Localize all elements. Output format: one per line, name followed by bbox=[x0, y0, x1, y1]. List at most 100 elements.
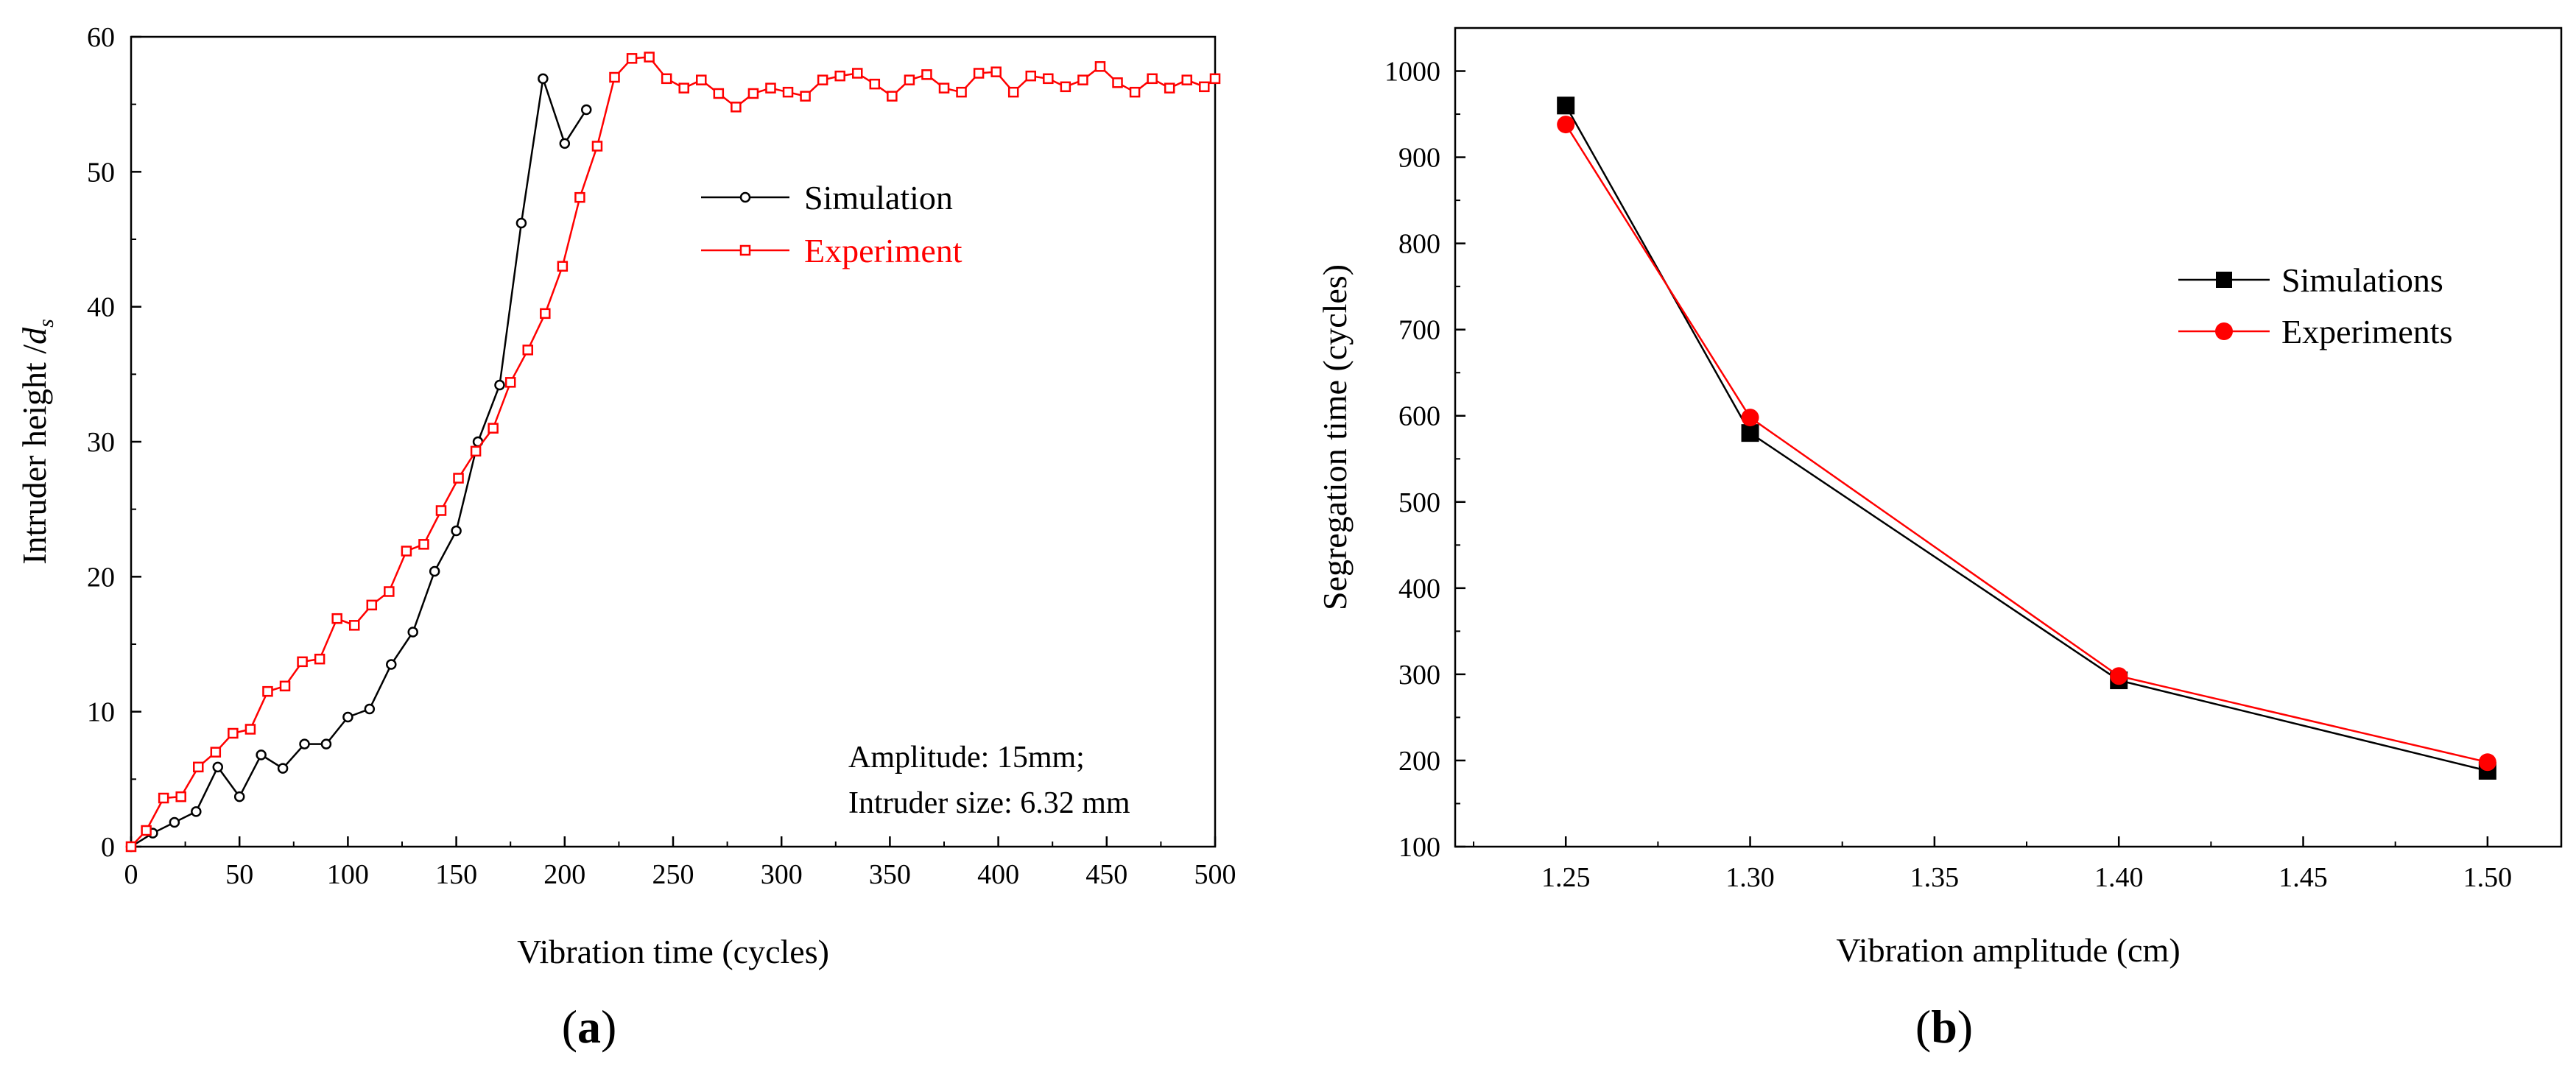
a-point-simulation bbox=[256, 749, 267, 761]
b-ytick-label: 800 bbox=[1398, 229, 1440, 260]
a-point-experiment bbox=[1209, 73, 1221, 85]
a-series bbox=[125, 52, 1221, 853]
a-xtick-label: 0 bbox=[124, 859, 138, 890]
a-legend-label-experiment: Experiment bbox=[804, 232, 963, 269]
b-point-experiments bbox=[1557, 116, 1575, 134]
a-ytick-label: 10 bbox=[87, 697, 115, 728]
b-xtick-label: 1.50 bbox=[2463, 862, 2513, 893]
a-xtick-label: 350 bbox=[869, 859, 911, 890]
a-xtick-label: 300 bbox=[761, 859, 803, 890]
a-ytick-label: 0 bbox=[101, 832, 115, 863]
a-point-experiment bbox=[314, 653, 325, 665]
b-panel-label: (b) bbox=[1915, 1001, 1973, 1053]
a-ytick-label: 60 bbox=[87, 22, 115, 53]
a-legend-label-simulation: Simulation bbox=[804, 179, 953, 216]
b-series-line-experiments bbox=[1565, 124, 2488, 763]
a-point-experiment bbox=[956, 86, 967, 98]
a-point-experiment bbox=[331, 613, 342, 624]
a-point-experiment bbox=[228, 727, 239, 739]
a-point-experiment bbox=[921, 69, 932, 80]
a-point-experiment bbox=[661, 73, 672, 85]
a-point-experiment bbox=[348, 620, 360, 631]
a-point-simulation bbox=[191, 806, 202, 817]
a-point-experiment bbox=[279, 680, 291, 692]
a-point-simulation bbox=[212, 761, 224, 773]
a-point-experiment bbox=[938, 82, 950, 94]
a-point-simulation bbox=[494, 379, 505, 391]
a-point-experiment bbox=[696, 74, 707, 85]
a-point-experiment bbox=[851, 68, 863, 79]
a-point-experiment bbox=[297, 656, 308, 668]
a-xtick-label: 150 bbox=[435, 859, 477, 890]
a-xtick-label: 100 bbox=[327, 859, 369, 890]
a-point-experiment bbox=[1199, 81, 1210, 93]
a-point-experiment bbox=[557, 261, 569, 272]
a-point-simulation bbox=[277, 763, 289, 774]
a-ytick-label: 30 bbox=[87, 427, 115, 458]
a-point-simulation bbox=[515, 217, 527, 229]
a-point-experiment bbox=[591, 141, 603, 152]
a-ytick-label: 50 bbox=[87, 157, 115, 188]
a-point-experiment bbox=[869, 78, 881, 90]
a-point-simulation bbox=[559, 138, 571, 149]
a-point-experiment bbox=[1147, 73, 1158, 85]
a-point-experiment bbox=[1094, 61, 1106, 72]
a-point-experiment bbox=[158, 792, 169, 804]
a-point-experiment bbox=[522, 345, 534, 356]
a-point-experiment bbox=[1164, 82, 1175, 94]
a-point-experiment bbox=[210, 747, 222, 758]
b-legend: Simulations Experiments bbox=[2178, 261, 2453, 350]
a-point-experiment bbox=[747, 88, 759, 99]
a-point-experiment bbox=[244, 724, 256, 735]
a-ylabel-group: Intruder height /ds bbox=[15, 319, 58, 565]
b-legend-marker-experiments bbox=[2215, 322, 2233, 340]
a-point-experiment bbox=[262, 685, 273, 697]
a-point-experiment bbox=[626, 53, 638, 64]
a-point-experiment bbox=[1060, 81, 1071, 93]
a-point-experiment bbox=[644, 52, 655, 63]
a-point-simulation bbox=[364, 703, 376, 715]
a-xtick-label: 500 bbox=[1194, 859, 1236, 890]
b-ytick-label: 300 bbox=[1398, 660, 1440, 691]
a-point-experiment bbox=[366, 599, 378, 611]
a-xlabel: Vibration time (cycles) bbox=[517, 933, 829, 970]
a-point-experiment bbox=[782, 86, 794, 98]
a-legend-marker-simulation bbox=[739, 191, 751, 203]
a-point-experiment bbox=[504, 377, 516, 388]
a-point-simulation bbox=[538, 73, 549, 85]
a-point-experiment bbox=[1112, 77, 1123, 88]
a-ticks: 0 50 100 150 200 250 300 350 400 450 500 0 10 20 30 40 5… bbox=[87, 22, 1236, 890]
b-series-line-simulations bbox=[1565, 105, 2488, 772]
a-point-experiment bbox=[1007, 86, 1019, 98]
a-xtick-label: 200 bbox=[543, 859, 585, 890]
a-point-simulation bbox=[299, 738, 310, 749]
a-ytick-label: 20 bbox=[87, 562, 115, 593]
a-point-experiment bbox=[384, 586, 395, 597]
a-point-simulation bbox=[233, 791, 245, 802]
a-point-experiment bbox=[817, 74, 828, 85]
a-point-experiment bbox=[973, 68, 985, 79]
b-ytick-label: 900 bbox=[1398, 143, 1440, 174]
plot-frame-b bbox=[1454, 27, 2563, 848]
b-series bbox=[1557, 96, 2496, 780]
a-panel-label: (a) bbox=[562, 1001, 617, 1053]
a-annotation-line-2: Intruder size: 6.32 mm bbox=[848, 786, 1130, 820]
b-point-simulations bbox=[1557, 96, 1575, 115]
a-point-experiment bbox=[1181, 74, 1192, 85]
a-ylabel-subscript: s bbox=[34, 319, 58, 328]
b-ytick-label: 100 bbox=[1398, 832, 1440, 863]
b-xtick-label: 1.40 bbox=[2094, 862, 2144, 893]
a-point-experiment bbox=[488, 423, 499, 434]
a-annotation-line-1: Amplitude: 15mm; bbox=[848, 741, 1085, 775]
a-series-line-experiment bbox=[130, 56, 1216, 847]
a-point-experiment bbox=[193, 761, 204, 773]
a-point-experiment bbox=[834, 70, 845, 82]
a-point-experiment bbox=[1077, 74, 1088, 85]
a-point-experiment bbox=[713, 88, 725, 99]
a-legend-marker-experiment bbox=[739, 244, 751, 256]
a-point-experiment bbox=[418, 539, 429, 550]
a-point-simulation bbox=[580, 104, 592, 116]
b-ytick-label: 700 bbox=[1398, 315, 1440, 346]
a-point-experiment bbox=[401, 546, 412, 557]
a-point-experiment bbox=[731, 102, 742, 113]
